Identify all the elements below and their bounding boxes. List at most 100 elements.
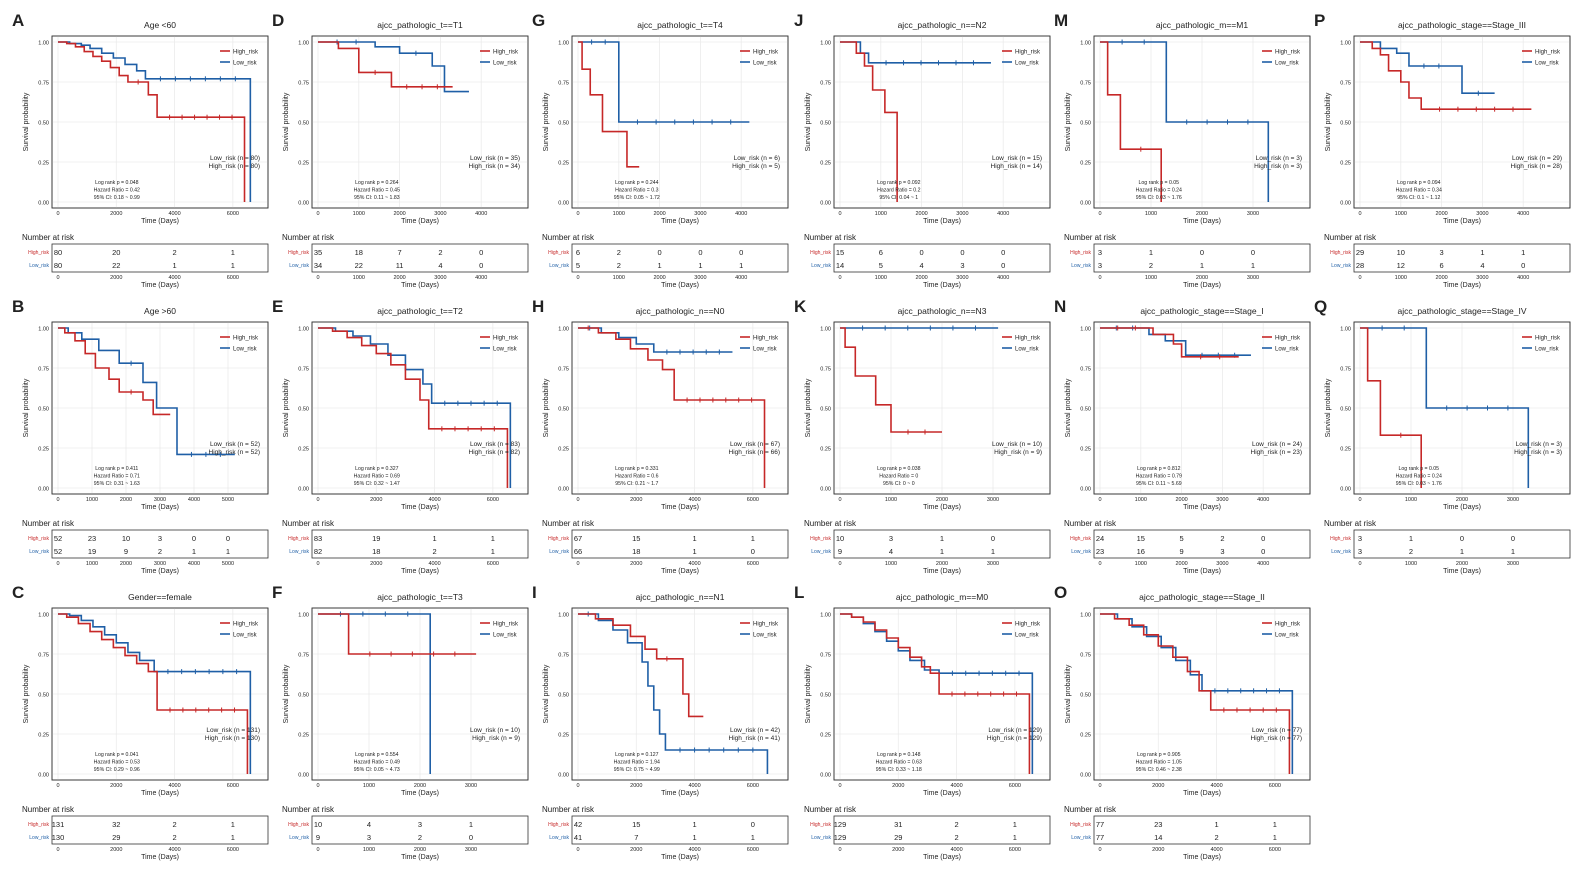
risk-table-frame (1093, 243, 1311, 273)
risk-cell-high: 0 (1261, 534, 1265, 543)
n-high-label: High_risk (n = 5) (732, 163, 780, 170)
x-tick-label: 5000 (222, 497, 234, 503)
y-tick-label: 0.50 (820, 407, 831, 413)
risk-cell-low: 29 (112, 833, 120, 842)
risk-row-high-label: High_risk (28, 822, 49, 828)
risk-cell-low: 4 (920, 261, 924, 270)
risk-x-tick-label: 1000 (1135, 561, 1147, 567)
risk-cell-high: 1 (1480, 248, 1484, 257)
risk-cell-low: 2 (158, 547, 162, 556)
risk-cell-low: 3 (1098, 261, 1102, 270)
y-tick-label: 0.25 (1340, 161, 1351, 167)
risk-cell-low: 1 (1273, 833, 1277, 842)
y-tick-label: 0.50 (558, 121, 569, 127)
risk-cell-low: 19 (88, 547, 96, 556)
risk-x-axis-label: Time (Days) (141, 854, 179, 861)
panel-title: ajcc_pathologic_m==M1 (1156, 20, 1248, 30)
risk-cell-low: 0 (1521, 261, 1525, 270)
x-axis-label: Time (Days) (923, 790, 961, 797)
panel-letter: B (12, 297, 24, 316)
y-axis-label: Survival probability (23, 92, 30, 151)
y-tick-label: 0.50 (298, 407, 309, 413)
risk-row-high-label: High_risk (1070, 822, 1091, 828)
risk-cell-low: 12 (1397, 261, 1405, 270)
risk-x-tick-label: 2000 (630, 561, 642, 567)
risk-cell-high: 0 (751, 820, 755, 829)
risk-cell-low: 1 (192, 547, 196, 556)
risk-cell-high: 77 (1096, 820, 1104, 829)
x-tick-label: 6000 (227, 211, 239, 217)
x-tick-label: 4000 (735, 211, 747, 217)
risk-cell-low: 3 (960, 261, 964, 270)
high-risk-curve (578, 41, 640, 168)
risk-cell-high: 0 (739, 248, 743, 257)
y-tick-label: 1.00 (558, 613, 569, 619)
n-high-label: High_risk (n = 14) (991, 163, 1042, 170)
legend-high-label: High_risk (1275, 622, 1301, 628)
n-low-label: Low_risk (n = 10) (470, 727, 520, 734)
y-tick-label: 0.25 (298, 447, 309, 453)
risk-x-axis-label: Time (Days) (923, 568, 961, 575)
x-tick-label: 0 (1358, 497, 1361, 503)
risk-x-tick-label: 6000 (1009, 847, 1021, 853)
legend-high-label: High_risk (1275, 50, 1301, 56)
risk-cell-high: 0 (991, 534, 995, 543)
risk-cell-high: 1 (1214, 820, 1218, 829)
y-tick-label: 0.75 (38, 653, 49, 659)
y-tick-label: 0.00 (558, 773, 569, 779)
risk-cell-low: 1 (1460, 547, 1464, 556)
risk-table-frame (1353, 529, 1571, 559)
risk-cell-high: 19 (372, 534, 380, 543)
risk-table-frame (311, 243, 529, 273)
plot-frame (571, 607, 789, 781)
risk-cell-high: 1 (940, 534, 944, 543)
high-risk-curve (578, 327, 766, 488)
y-tick-label: 0.00 (820, 201, 831, 207)
n-high-label: High_risk (n = 52) (209, 449, 260, 456)
legend-low-label: Low_risk (1015, 633, 1040, 639)
risk-cell-high: 1 (231, 248, 235, 257)
y-tick-label: 1.00 (558, 41, 569, 47)
panel-title: Age <60 (144, 20, 176, 30)
risk-cell-high: 5 (1180, 534, 1184, 543)
risk-x-tick-label: 1000 (1145, 275, 1157, 281)
x-axis-label: Time (Days) (141, 790, 179, 797)
risk-cell-low: 1 (231, 833, 235, 842)
risk-x-tick-label: 1000 (86, 561, 98, 567)
legend-high-label: High_risk (233, 622, 259, 628)
risk-cell-high: 0 (1200, 248, 1204, 257)
risk-title: Number at risk (804, 519, 857, 528)
x-tick-label: 1000 (86, 497, 98, 503)
y-tick-label: 0.50 (1340, 407, 1351, 413)
risk-table-frame (571, 815, 789, 845)
x-tick-label: 0 (56, 783, 59, 789)
risk-x-axis-label: Time (Days) (401, 568, 439, 575)
risk-x-tick-label: 3000 (956, 275, 968, 281)
legend-high-label: High_risk (753, 622, 779, 628)
risk-cell-high: 15 (632, 534, 640, 543)
risk-x-tick-label: 0 (1358, 275, 1361, 281)
x-axis-label: Time (Days) (141, 218, 179, 225)
y-tick-label: 1.00 (38, 327, 49, 333)
risk-table-frame (1093, 815, 1311, 845)
x-tick-label: 1000 (1395, 211, 1407, 217)
legend-high-label: High_risk (753, 50, 779, 56)
y-axis-label: Survival probability (283, 664, 290, 723)
risk-row-low-label: Low_risk (1331, 549, 1351, 555)
risk-cell-high: 7 (398, 248, 402, 257)
risk-cell-high: 0 (1001, 248, 1005, 257)
stats-line: 95% CI: 0.29 ~ 0.96 (94, 767, 140, 773)
stats-line: Hazard Ratio = 0.71 (94, 474, 140, 480)
legend-high-label: High_risk (1015, 336, 1041, 342)
risk-cell-high: 6 (879, 248, 883, 257)
x-tick-label: 3000 (154, 497, 166, 503)
risk-x-tick-label: 4000 (188, 561, 200, 567)
panel-letter: J (794, 11, 803, 30)
x-tick-label: 2000 (936, 497, 948, 503)
x-tick-label: 2000 (110, 211, 122, 217)
plot-frame (311, 321, 529, 495)
risk-x-axis-label: Time (Days) (661, 854, 699, 861)
